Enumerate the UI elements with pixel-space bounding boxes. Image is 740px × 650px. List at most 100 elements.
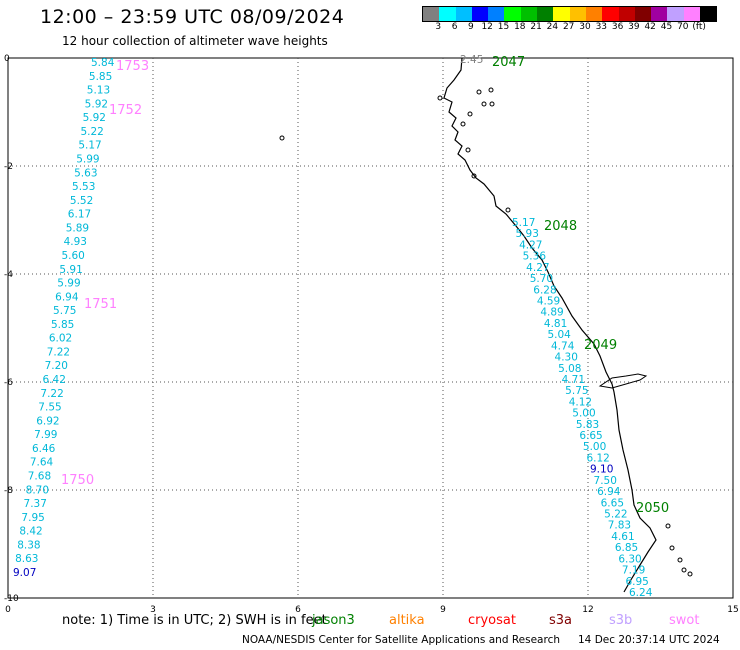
wave-height-value: 5.22 [604, 509, 627, 521]
island-outline [681, 567, 687, 573]
colorbar-swatch [569, 7, 586, 21]
island-outline [488, 87, 494, 93]
wave-height-value: 8.42 [19, 526, 42, 538]
wave-height-value: 5.00 [583, 441, 606, 453]
colorbar-swatch [423, 7, 440, 21]
colorbar-swatch [537, 7, 554, 21]
note-text: note: 1) Time is in UTC; 2) SWH is in fe… [62, 613, 327, 628]
colorbar-tick: 33 [595, 22, 608, 32]
colorbar-tick: (ft) [692, 22, 706, 32]
colorbar-tick: 18 [514, 22, 526, 32]
pass-time-label: 2049 [584, 338, 617, 353]
y-axis-tick: -6 [4, 378, 13, 388]
wave-height-value: 7.22 [47, 346, 70, 358]
colorbar-tick: 21 [530, 22, 542, 32]
wave-height-value: 6.94 [55, 291, 79, 303]
wave-height-value: 4.81 [544, 318, 567, 330]
pass-time-label: 2048 [544, 219, 577, 234]
wave-height-value: 2.45 [460, 54, 483, 66]
pass-time-label: 1750 [61, 473, 94, 488]
colorbar-swatch [439, 7, 456, 21]
wave-height-value: 6.95 [625, 576, 648, 588]
x-axis-tick: 3 [150, 605, 156, 615]
wave-height-value: 4.59 [537, 295, 560, 307]
colorbar-swatch [667, 7, 684, 21]
island-outline [665, 523, 671, 529]
colorbar-swatch [618, 7, 635, 21]
colorbar-swatch [488, 7, 505, 21]
colorbar-swatch [520, 7, 538, 21]
wave-height-value: 5.22 [80, 126, 103, 138]
wave-height-value: 5.08 [558, 363, 581, 375]
colorbar-swatch [683, 7, 701, 21]
colorbar-tick: 42 [644, 22, 656, 32]
legend-jason3: jason3 [312, 613, 355, 628]
wave-height-value: 8.38 [17, 539, 40, 551]
colorbar-tick: 36 [611, 22, 624, 32]
y-axis-tick: -4 [4, 270, 13, 280]
wave-height-value: 8.70 [26, 484, 49, 496]
wave-height-value: 5.99 [57, 278, 80, 290]
wave-height-colorbar [422, 6, 718, 22]
colorbar-swatch [602, 7, 619, 21]
wave-height-value: 5.75 [565, 385, 588, 397]
wave-height-value: 7.22 [40, 388, 63, 400]
island-outline [437, 95, 443, 101]
wave-height-value: 6.65 [579, 430, 602, 442]
wave-height-value: 9.10 [590, 464, 613, 476]
colorbar-tick: 30 [579, 22, 591, 32]
wave-height-value: 7.64 [30, 457, 54, 469]
colorbar-tick: 27 [562, 22, 575, 32]
wave-height-value: 5.00 [572, 408, 595, 420]
wave-height-value: 7.20 [45, 360, 68, 372]
footer-timestamp: 14 Dec 20:37:14 UTC 2024 [578, 634, 720, 646]
legend-s3a: s3a [549, 613, 573, 628]
island-outline [669, 545, 675, 551]
wave-height-value: 4.27 [519, 239, 542, 251]
island-outline [471, 173, 477, 179]
wave-height-value: 5.70 [530, 273, 553, 285]
island-outline [489, 101, 495, 107]
wave-height-value: 7.37 [24, 498, 47, 510]
wave-height-value: 8.63 [15, 553, 38, 565]
colorbar-swatch [504, 7, 521, 21]
legend-cryosat: cryosat [468, 613, 516, 628]
wave-height-value: 7.50 [594, 475, 617, 487]
wave-height-value: 5.53 [72, 181, 95, 193]
page-subtitle: 12 hour collection of altimeter wave hei… [62, 34, 328, 48]
colorbar-tick: 70 [677, 22, 689, 32]
wave-height-value: 6.85 [615, 542, 638, 554]
colorbar-tick: 45 [660, 22, 673, 32]
wave-height-value: 4.93 [64, 236, 87, 248]
wave-height-value: 4.74 [551, 340, 575, 352]
wave-height-value: 7.19 [622, 565, 645, 577]
wave-height-value: 5.04 [547, 329, 571, 341]
pass-time-label: 1751 [84, 297, 117, 312]
wave-height-value: 5.85 [51, 319, 74, 331]
wave-height-value: 6.02 [49, 333, 72, 345]
wave-height-value: 5.13 [87, 85, 110, 97]
wave-height-value: 5.52 [70, 195, 93, 207]
wave-height-value: 7.55 [38, 402, 61, 414]
wave-height-value: 7.99 [34, 429, 57, 441]
wave-height-value: 5.89 [66, 222, 89, 234]
wave-height-value: 9.07 [13, 567, 36, 579]
wave-height-value: 7.83 [608, 520, 631, 532]
wave-height-value: 6.92 [36, 415, 59, 427]
x-axis-tick: 0 [5, 605, 11, 615]
wave-height-value: 6.94 [597, 486, 621, 498]
island-outline [481, 101, 487, 107]
wave-height-value: 5.91 [59, 264, 82, 276]
island-outline [687, 571, 693, 577]
colorbar-tick: 15 [497, 22, 510, 32]
island-outline [505, 207, 511, 213]
wave-height-value: 7.95 [21, 512, 44, 524]
wave-height-value: 6.17 [68, 209, 91, 221]
wave-height-value: 5.75 [53, 305, 76, 317]
island-outline [476, 89, 482, 95]
y-axis-tick: -2 [4, 162, 13, 172]
wave-height-value: 4.27 [526, 262, 549, 274]
colorbar-swatch [471, 7, 489, 21]
colorbar-swatch [634, 7, 652, 21]
